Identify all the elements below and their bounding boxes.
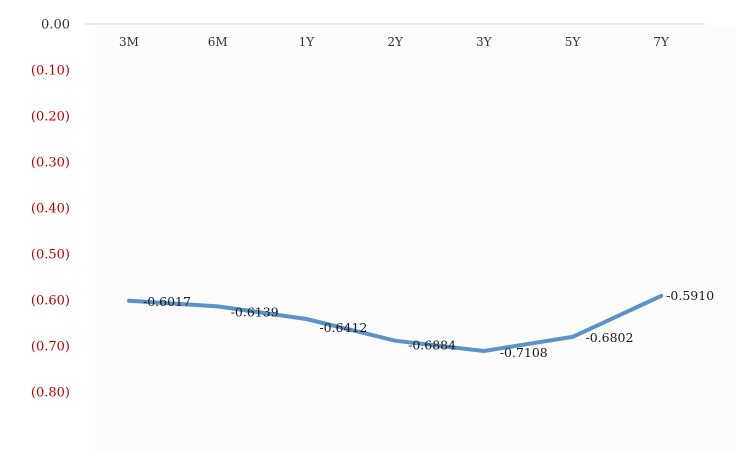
data-label: -0.5910	[666, 288, 714, 303]
data-label: -0.6412	[319, 320, 367, 335]
y-tick-label: (0.70)	[31, 340, 70, 355]
data-label: -0.7108	[500, 345, 548, 360]
x-tick-label: 7Y	[653, 35, 670, 49]
data-label: -0.6884	[408, 338, 456, 353]
x-tick-label: 5Y	[565, 35, 582, 49]
data-label: -0.6802	[586, 330, 634, 345]
x-tick-label: 3Y	[476, 35, 493, 49]
y-tick-label: (0.50)	[31, 248, 70, 263]
y-axis-ticks: 0.00 (0.10) (0.20) (0.30) (0.40) (0.50) (0.60)…	[31, 18, 70, 401]
y-tick-label: (0.10)	[31, 64, 70, 79]
x-tick-label: 2Y	[387, 35, 404, 49]
plot-background	[95, 26, 735, 452]
y-tick-label: (0.80)	[31, 386, 70, 401]
data-label: -0.6139	[231, 304, 279, 319]
y-tick-label: (0.30)	[31, 156, 70, 171]
y-tick-label: 0.00	[41, 18, 70, 33]
y-tick-label: (0.40)	[31, 202, 70, 217]
x-tick-label: 3M	[119, 35, 139, 49]
y-tick-label: (0.60)	[31, 294, 70, 309]
series-line	[127, 293, 664, 353]
data-labels: -0.6017 -0.6139 -0.6412 -0.6884 -0.7108 -0.68…	[143, 288, 714, 360]
data-label: -0.6017	[143, 294, 191, 309]
x-axis-ticks: 3M 6M 1Y 2Y 3Y 5Y 7Y	[119, 35, 670, 49]
x-tick-label: 1Y	[299, 35, 316, 49]
x-tick-label: 6M	[208, 35, 228, 49]
y-tick-label: (0.20)	[31, 110, 70, 125]
